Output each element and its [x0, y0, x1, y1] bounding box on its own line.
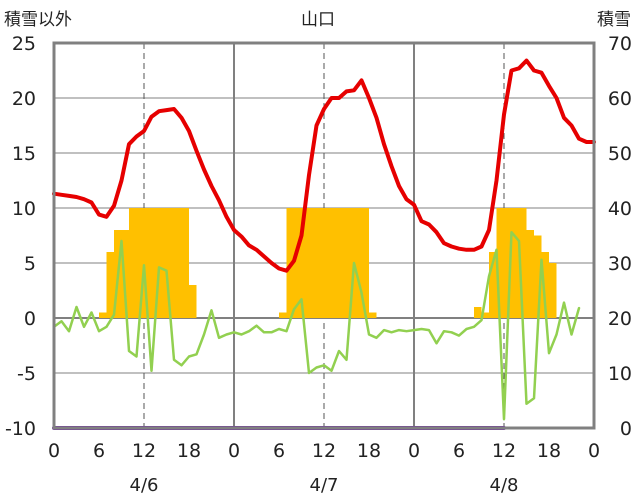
y-right-tick-label: 30 — [608, 253, 632, 275]
snow-bar — [541, 252, 549, 318]
y-left-axis-label: 積雪以外 — [4, 10, 72, 30]
y-left-tick-label: -10 — [5, 418, 36, 440]
y-right-axis-label: 積雪 — [597, 10, 631, 30]
chart-title: 山口 — [301, 10, 335, 30]
x-tick-label: 18 — [357, 440, 381, 462]
y-left-tick-label: -5 — [17, 363, 36, 385]
x-tick-label: 18 — [537, 440, 561, 462]
x-tick-label: 12 — [492, 440, 516, 462]
x-tick-label: 0 — [48, 440, 60, 462]
snow-bar — [369, 312, 377, 318]
red-line-series — [52, 58, 596, 273]
y-right-tick-label: 70 — [608, 33, 632, 55]
y-right-tick-label: 50 — [608, 143, 632, 165]
y-right-tick-label: 40 — [608, 198, 632, 220]
x-tick-label: 6 — [93, 440, 105, 462]
snow-bar — [129, 208, 189, 318]
date-label: 4/7 — [310, 475, 339, 496]
y-left-tick-label: 15 — [12, 143, 36, 165]
date-label: 4/6 — [130, 475, 159, 496]
x-tick-label: 0 — [588, 440, 600, 462]
snow-bar — [481, 312, 489, 318]
snow-bar — [526, 230, 534, 318]
x-tick-label: 6 — [453, 440, 465, 462]
green-line-series — [52, 230, 581, 421]
snow-bar — [106, 252, 114, 318]
y-right-tick-label: 20 — [608, 308, 632, 330]
y-right-tick-label: 0 — [620, 418, 632, 440]
x-tick-label: 0 — [408, 440, 420, 462]
snow-bar — [279, 312, 287, 318]
snow-bar — [474, 307, 482, 318]
y-right-tick-label: 60 — [608, 88, 632, 110]
snow-bar — [99, 312, 107, 318]
x-tick-label: 18 — [177, 440, 201, 462]
snow-bars — [99, 208, 557, 318]
y-left-tick-label: 10 — [12, 198, 36, 220]
y-right-tick-label: 10 — [608, 363, 632, 385]
y-left-tick-label: 25 — [12, 33, 36, 55]
snow-bar — [189, 285, 197, 318]
y-left-tick-label: 20 — [12, 88, 36, 110]
snow-bar — [534, 235, 542, 318]
x-tick-label: 6 — [273, 440, 285, 462]
plot-frame — [52, 41, 596, 430]
y-left-tick-label: 0 — [24, 308, 36, 330]
x-tick-label: 0 — [228, 440, 240, 462]
y-left-tick-label: 5 — [24, 253, 36, 275]
x-tick-label: 12 — [312, 440, 336, 462]
date-label: 4/8 — [490, 475, 519, 496]
snow-bar — [489, 252, 497, 318]
snow-bar — [549, 263, 557, 318]
x-tick-label: 12 — [132, 440, 156, 462]
